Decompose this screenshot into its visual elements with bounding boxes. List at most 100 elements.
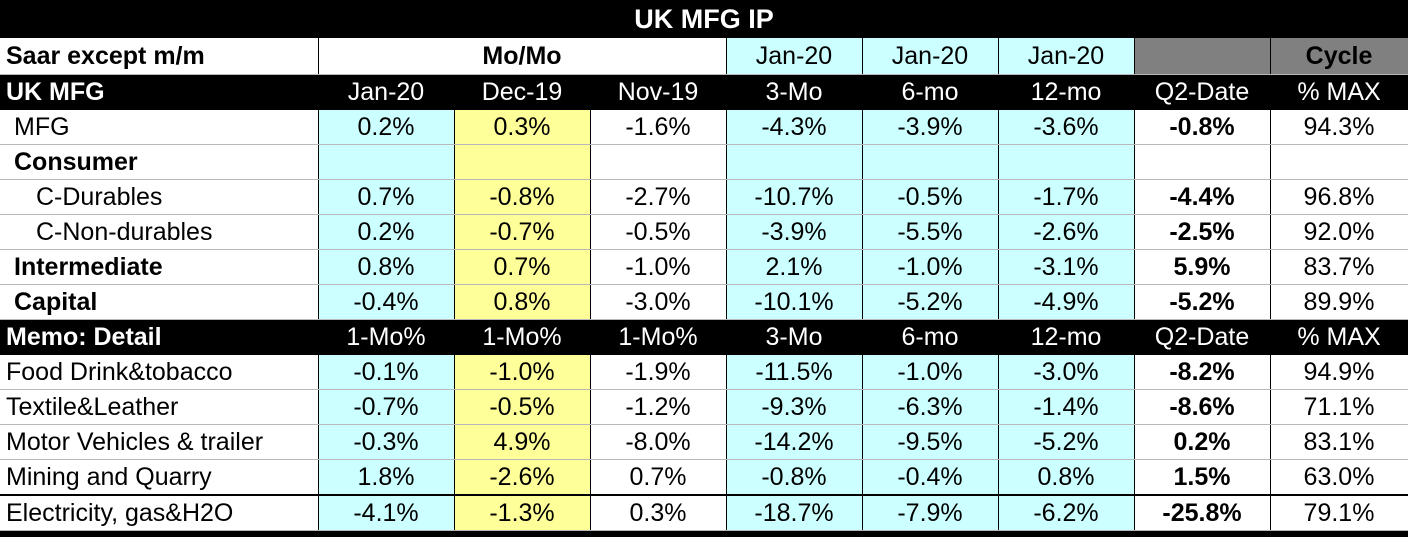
table-cell: -3.9% <box>726 214 863 250</box>
title-row: UK MFG IP <box>0 0 1408 38</box>
table-cell: -8.0% <box>590 424 727 460</box>
header-q2-blank <box>1134 38 1271 75</box>
table-cell <box>998 144 1135 180</box>
table-cell: 79.1% <box>1270 495 1408 531</box>
col-header: Nov-19 <box>590 74 727 110</box>
table-cell: 5.9% <box>1134 249 1271 285</box>
table-cell: -0.5% <box>862 179 999 215</box>
table-cell: -3.0% <box>998 354 1135 390</box>
table-cell: 0.7% <box>454 249 591 285</box>
table-cell: 0.8% <box>318 249 455 285</box>
table-title: UK MFG IP <box>0 0 1408 38</box>
row-label: C-Durables <box>0 179 319 215</box>
table-row: Electricity, gas&H2O -4.1% -1.3% 0.3% -1… <box>0 495 1408 531</box>
col-header: 1-Mo% <box>454 319 591 355</box>
table-row: Textile&Leather -0.7% -0.5% -1.2% -9.3% … <box>0 389 1408 425</box>
row-label: C-Non-durables <box>0 214 319 250</box>
table-row: Intermediate 0.8% 0.7% -1.0% 2.1% -1.0% … <box>0 249 1408 285</box>
table-cell: -0.8% <box>1134 109 1271 145</box>
table-cell: 0.8% <box>998 459 1135 496</box>
table-cell: -4.1% <box>318 495 455 531</box>
table-row: Mining and Quarry 1.8% -2.6% 0.7% -0.8% … <box>0 459 1408 496</box>
table-cell: -7.9% <box>862 495 999 531</box>
table-cell: 83.1% <box>1270 424 1408 460</box>
header-row-2: UK MFG Jan-20 Dec-19 Nov-19 3-Mo 6-mo 12… <box>0 74 1408 110</box>
header-row-1: Saar except m/m Mo/Mo Jan-20 Jan-20 Jan-… <box>0 38 1408 75</box>
col-header: 12-mo <box>998 319 1135 355</box>
table-cell: -1.6% <box>590 109 727 145</box>
header-row-3: Memo: Detail 1-Mo% 1-Mo% 1-Mo% 3-Mo 6-mo… <box>0 319 1408 355</box>
table-cell: -0.8% <box>726 459 863 496</box>
row-label: MFG <box>0 109 319 145</box>
table-cell: -25.8% <box>1134 495 1271 531</box>
header-label: Saar except m/m <box>0 38 319 75</box>
table-cell: 96.8% <box>1270 179 1408 215</box>
table-cell: -4.4% <box>1134 179 1271 215</box>
table-cell: 94.9% <box>1270 354 1408 390</box>
table-cell: -6.3% <box>862 389 999 425</box>
row-label: Capital <box>0 284 319 320</box>
table-cell: -6.2% <box>998 495 1135 531</box>
table-row: Capital -0.4% 0.8% -3.0% -10.1% -5.2% -4… <box>0 284 1408 320</box>
col-header: 6-mo <box>862 74 999 110</box>
table-row: Food Drink&tobacco -0.1% -1.0% -1.9% -11… <box>0 354 1408 390</box>
header-period-1: Jan-20 <box>726 38 863 75</box>
table-cell: -10.1% <box>726 284 863 320</box>
table-cell: 92.0% <box>1270 214 1408 250</box>
row-label: Motor Vehicles & trailer <box>0 424 319 460</box>
table-cell <box>726 144 863 180</box>
table-cell: 71.1% <box>1270 389 1408 425</box>
table-cell: -1.0% <box>454 354 591 390</box>
table-cell: -0.1% <box>318 354 455 390</box>
row-label: Consumer <box>0 144 319 180</box>
table-cell: -3.0% <box>590 284 727 320</box>
cycle-header: Cycle <box>1270 38 1408 75</box>
table-cell: -10.7% <box>726 179 863 215</box>
table-cell: -5.2% <box>1134 284 1271 320</box>
table-cell: 0.7% <box>318 179 455 215</box>
table-cell: -0.7% <box>318 389 455 425</box>
col-header: 1-Mo% <box>318 319 455 355</box>
col-header: 12-mo <box>998 74 1135 110</box>
table-cell: 89.9% <box>1270 284 1408 320</box>
table-cell: -3.6% <box>998 109 1135 145</box>
table-cell: -0.7% <box>454 214 591 250</box>
col-header: % MAX <box>1270 74 1408 110</box>
table-cell: -11.5% <box>726 354 863 390</box>
section-label: UK MFG <box>0 74 319 110</box>
col-header: Jan-20 <box>318 74 455 110</box>
col-header: 6-mo <box>862 319 999 355</box>
header-period-2: Jan-20 <box>862 38 999 75</box>
table-cell: 2.1% <box>726 249 863 285</box>
table-cell: -2.5% <box>1134 214 1271 250</box>
table-cell: -1.4% <box>998 389 1135 425</box>
table-cell: -5.2% <box>998 424 1135 460</box>
table-cell: -1.7% <box>998 179 1135 215</box>
table-cell: -5.2% <box>862 284 999 320</box>
table-cell: -1.9% <box>590 354 727 390</box>
table-cell: -0.4% <box>862 459 999 496</box>
table-cell: -0.5% <box>590 214 727 250</box>
table-cell: -18.7% <box>726 495 863 531</box>
table-cell: 94.3% <box>1270 109 1408 145</box>
table-cell: -3.9% <box>862 109 999 145</box>
table-cell: -14.2% <box>726 424 863 460</box>
table-cell: 0.2% <box>318 214 455 250</box>
table-cell: -1.0% <box>862 249 999 285</box>
table-cell: -8.2% <box>1134 354 1271 390</box>
col-header: 1-Mo% <box>590 319 727 355</box>
table-cell: 63.0% <box>1270 459 1408 496</box>
table-cell: -1.3% <box>454 495 591 531</box>
table-row: C-Non-durables 0.2% -0.7% -0.5% -3.9% -5… <box>0 214 1408 250</box>
table-cell: -0.4% <box>318 284 455 320</box>
col-header: 3-Mo <box>726 319 863 355</box>
table-cell: 4.9% <box>454 424 591 460</box>
table-cell: 0.2% <box>318 109 455 145</box>
table-cell: -1.0% <box>590 249 727 285</box>
table-cell: 1.8% <box>318 459 455 496</box>
table-cell: -0.5% <box>454 389 591 425</box>
row-label: Electricity, gas&H2O <box>0 495 319 531</box>
row-label: Intermediate <box>0 249 319 285</box>
col-header: Dec-19 <box>454 74 591 110</box>
